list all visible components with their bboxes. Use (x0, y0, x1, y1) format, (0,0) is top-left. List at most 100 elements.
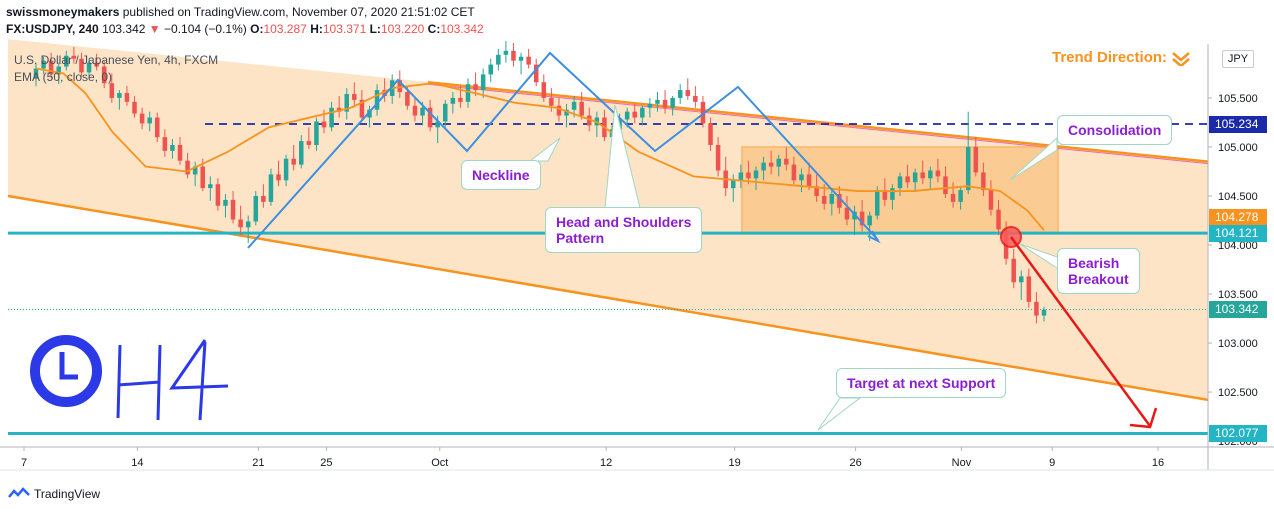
candle-body (435, 121, 440, 128)
candle-body (101, 66, 107, 84)
time-tick-label: 7 (21, 457, 27, 469)
candle-body (897, 176, 903, 189)
candle-body (397, 80, 403, 93)
candle-body (367, 109, 372, 118)
candle-body (837, 194, 842, 208)
candle-body (821, 195, 827, 204)
candle-body (450, 97, 456, 104)
candle-body (867, 215, 872, 226)
candle-body (912, 172, 918, 183)
candle-body (799, 174, 804, 181)
candle-body (382, 90, 387, 96)
candle-body (427, 107, 433, 128)
candle-body (352, 94, 357, 100)
candle-body (988, 190, 994, 210)
candle-body (162, 137, 168, 151)
candle-body (1026, 276, 1032, 302)
author-name[interactable]: swissmoneymakers (6, 5, 120, 19)
candle-body (784, 158, 789, 165)
channel-upper-pink-line (427, 83, 1209, 165)
publish-info: published on TradingView.com, November 0… (122, 5, 475, 19)
candle-body (291, 158, 296, 165)
candle-body (230, 199, 236, 220)
candle-body (761, 162, 766, 171)
currency-button[interactable]: JPY (1222, 50, 1254, 68)
last-price: 103.342 (102, 22, 146, 36)
candle-body (571, 101, 577, 110)
candle-body (94, 62, 99, 67)
candle-body (268, 174, 274, 202)
candle-body (314, 121, 319, 145)
time-tick-label: 21 (252, 457, 264, 469)
candle-body (541, 82, 547, 98)
candle-body (958, 190, 963, 202)
candle-body (405, 92, 410, 106)
candle-body (806, 174, 812, 187)
series-legend[interactable]: U.S. Dollar / Japanese Yen, 4h, FXCM (14, 53, 219, 67)
tradingview-brand[interactable]: TradingView (8, 487, 100, 502)
candle-body (170, 144, 175, 151)
price-tag: 103.342 (1209, 301, 1267, 319)
channel-upper-line (427, 80, 1209, 163)
candle-body (71, 55, 77, 59)
price-tag: 104.278 (1209, 209, 1267, 227)
candle-body (875, 190, 880, 216)
candle-body (79, 58, 84, 73)
candle-body (117, 93, 122, 98)
candle-body (276, 174, 281, 181)
candle-body (1041, 309, 1047, 316)
candle-body (556, 105, 562, 116)
candle-body (791, 164, 797, 181)
candle-body (177, 144, 183, 161)
double-chevron-down-icon (1172, 52, 1191, 68)
ema-50-line (35, 67, 1045, 231)
candle-body (488, 64, 493, 75)
time-tick-label: Oct (431, 457, 448, 469)
candle-body (344, 94, 349, 112)
time-tick-label: 16 (1152, 457, 1164, 469)
price-tick-label: 102.500 (1218, 387, 1258, 399)
candle-body (109, 83, 115, 98)
high-label: H: (310, 22, 323, 36)
price-tag: 105.234 (1209, 115, 1267, 133)
price-tag: 102.077 (1209, 425, 1267, 443)
candle-body (41, 60, 46, 69)
trend-direction-text: Trend Direction: (1052, 49, 1168, 66)
candle-body (526, 56, 531, 65)
candle-body (647, 103, 653, 108)
symbol-name[interactable]: FX:USDJPY, 240 (6, 22, 99, 36)
candle-body (124, 93, 130, 102)
candle-body (261, 195, 266, 202)
time-tick-label: 14 (131, 457, 143, 469)
candle-body (768, 162, 774, 167)
price-tick-label: 103.500 (1218, 289, 1258, 301)
price-tick-label: 103.000 (1218, 338, 1258, 350)
target-arrow-line (1009, 236, 1152, 427)
down-arrow-icon: ▼ (148, 22, 161, 36)
candle-body (511, 50, 516, 61)
open-value: 103.287 (263, 22, 307, 36)
candle-body (587, 115, 592, 126)
candle-body (503, 50, 509, 55)
close-value: 103.342 (440, 22, 484, 36)
candle-body (192, 166, 198, 175)
ema-line (35, 67, 1045, 231)
pattern-arrow-head (867, 230, 881, 244)
time-tick-label: 25 (320, 457, 332, 469)
candle-body (473, 84, 478, 91)
candle-body (215, 184, 221, 206)
candle-body (374, 90, 380, 110)
candle-body (64, 55, 69, 67)
candle-body (882, 190, 888, 200)
candle-body (890, 188, 895, 200)
tradingview-label: TradingView (34, 487, 101, 501)
candle-body (518, 56, 524, 61)
candle-body (928, 170, 933, 179)
candle-body (973, 146, 979, 173)
candle-body (693, 95, 698, 102)
candle-body (685, 90, 691, 96)
candle-body (132, 101, 137, 114)
target-callout: Target at next Support (836, 368, 1007, 398)
candle-body (33, 68, 39, 79)
ema-legend[interactable]: EMA (50, close, 0) (14, 70, 113, 84)
